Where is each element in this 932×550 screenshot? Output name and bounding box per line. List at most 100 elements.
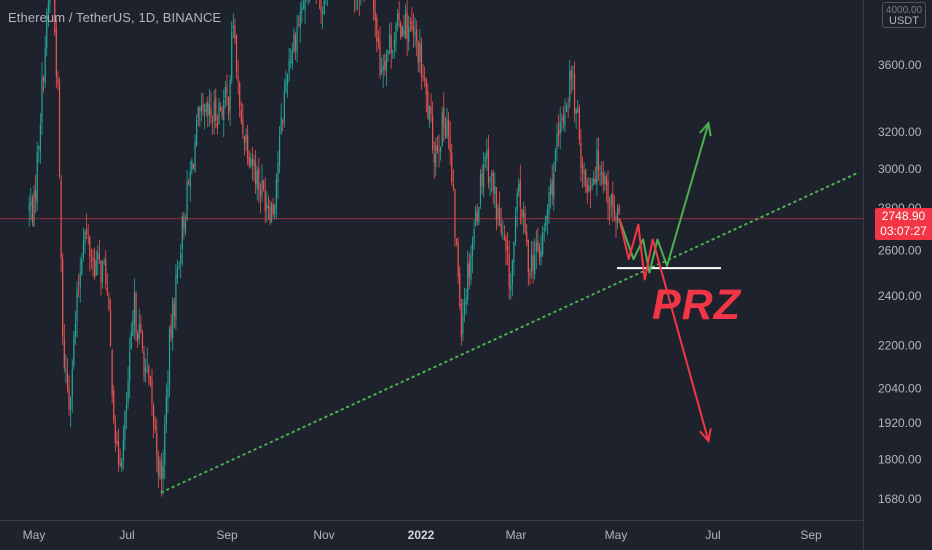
- candle-body: [60, 179, 62, 259]
- time-axis-label: May: [23, 528, 46, 542]
- candle-body: [594, 178, 596, 183]
- candle-body: [373, 0, 375, 12]
- candle-body: [165, 396, 167, 425]
- candle-body: [76, 289, 78, 322]
- candle-body: [184, 221, 187, 233]
- candle-body: [267, 205, 269, 209]
- candle-body: [510, 284, 512, 290]
- candle-body: [487, 149, 490, 184]
- candle-body: [578, 107, 580, 140]
- prz-label: PRZ: [652, 281, 741, 329]
- candle-body: [599, 173, 601, 175]
- candle-body: [581, 164, 584, 173]
- candle-body: [534, 254, 536, 275]
- candle-body: [422, 75, 424, 78]
- candle-body: [502, 232, 504, 234]
- candle-body: [38, 146, 40, 149]
- candle-body: [299, 11, 301, 27]
- candle-body: [149, 376, 151, 384]
- candle-body: [285, 80, 287, 93]
- candle-body: [68, 388, 70, 410]
- candle-body: [39, 124, 41, 151]
- candle-body: [105, 259, 107, 285]
- candle-body: [408, 26, 410, 42]
- candle-body: [189, 171, 191, 187]
- candle-body: [443, 108, 445, 127]
- candle-body: [463, 301, 466, 315]
- currency-selector[interactable]: 4000.00 USDT: [882, 2, 926, 28]
- candle-body: [168, 328, 171, 386]
- candle-body: [250, 158, 252, 166]
- candle-body: [278, 135, 281, 166]
- candle-body: [205, 104, 207, 112]
- candle-body: [141, 331, 144, 349]
- candle-body: [377, 37, 380, 43]
- candle-body: [526, 231, 528, 243]
- candle-body: [223, 99, 225, 121]
- candle-body: [419, 43, 421, 62]
- candle-body: [224, 87, 226, 98]
- candle-body: [471, 241, 474, 257]
- candle-body: [186, 181, 188, 221]
- time-axis-label: Nov: [313, 528, 334, 542]
- candle-body: [95, 260, 97, 276]
- price-axis-label: 2600.00: [878, 243, 922, 257]
- candle-body: [293, 34, 295, 53]
- candle-body: [196, 120, 198, 146]
- candle-body: [562, 116, 564, 122]
- candle-body: [210, 106, 212, 118]
- candle-body: [247, 134, 249, 159]
- candle-body: [395, 23, 397, 43]
- candle-body: [135, 293, 137, 333]
- candle-body: [92, 257, 94, 260]
- candle-body: [495, 187, 498, 221]
- candle-body: [508, 253, 510, 288]
- candle-body: [613, 205, 616, 213]
- candle-body: [497, 207, 499, 219]
- candle-body: [151, 381, 153, 403]
- candle-body: [160, 461, 163, 480]
- candle-body: [248, 156, 250, 166]
- candle-body: [101, 260, 104, 282]
- candle-body: [122, 439, 124, 461]
- candle-body: [420, 43, 423, 77]
- candle-body: [381, 70, 383, 73]
- candle-body: [211, 120, 214, 122]
- candle-body: [393, 39, 395, 49]
- candle-body: [47, 1, 49, 13]
- candle-body: [588, 185, 590, 192]
- candle-body: [454, 189, 456, 238]
- candle-body: [481, 173, 483, 187]
- candle-body: [452, 184, 454, 190]
- candle-body: [66, 372, 69, 388]
- candle-body: [154, 426, 156, 430]
- candle-body: [274, 205, 276, 215]
- candle-body: [427, 90, 429, 119]
- candle-body: [545, 216, 547, 227]
- candle-body: [320, 0, 322, 12]
- candle-body: [119, 461, 121, 467]
- candle-body: [170, 324, 172, 339]
- price-axis-label: 3200.00: [878, 125, 922, 139]
- candle-body: [266, 204, 268, 209]
- candle-body: [93, 258, 96, 278]
- time-axis-label: Mar: [506, 528, 527, 542]
- bullish-arrowhead: [699, 121, 712, 137]
- trendline: [160, 171, 860, 494]
- candle-body: [159, 460, 161, 478]
- candle-body: [294, 34, 297, 51]
- candle-body: [197, 106, 199, 118]
- currency-label: USDT: [889, 15, 919, 27]
- candle-body: [259, 188, 262, 197]
- candle-body: [543, 227, 545, 231]
- candle-body: [597, 151, 600, 171]
- candle-body: [615, 216, 617, 222]
- candle-body: [612, 193, 614, 207]
- candle-body: [200, 105, 203, 112]
- candle-body: [530, 253, 533, 273]
- candle-body: [470, 255, 472, 280]
- last-price-badge: 2748.90 03:07:27: [875, 208, 932, 240]
- candles-group: [28, 0, 620, 497]
